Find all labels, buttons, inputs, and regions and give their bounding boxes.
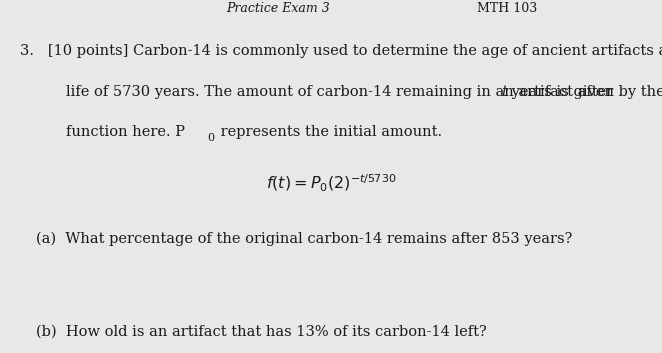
- Text: (b)  How old is an artifact that has 13% of its carbon-14 left?: (b) How old is an artifact that has 13% …: [36, 325, 487, 339]
- Text: (a)  What percentage of the original carbon-14 remains after 853 years?: (a) What percentage of the original carb…: [36, 231, 573, 246]
- Text: 0: 0: [207, 133, 214, 143]
- Text: function here. P: function here. P: [66, 125, 185, 139]
- Text: represents the initial amount.: represents the initial amount.: [216, 125, 443, 139]
- Text: Practice Exam 3: Practice Exam 3: [226, 2, 330, 15]
- Text: $f(t) = P_0(2)^{-t/5730}$: $f(t) = P_0(2)^{-t/5730}$: [265, 173, 397, 194]
- Text: t: t: [501, 85, 507, 99]
- Text: MTH 103: MTH 103: [477, 2, 537, 15]
- Text: life of 5730 years. The amount of carbon-14 remaining in an artifact after: life of 5730 years. The amount of carbon…: [66, 85, 618, 99]
- Text: years is given by the: years is given by the: [507, 85, 662, 99]
- Text: 3.   [10 points] Carbon-14 is commonly used to determine the age of ancient arti: 3. [10 points] Carbon-14 is commonly use…: [20, 44, 662, 58]
